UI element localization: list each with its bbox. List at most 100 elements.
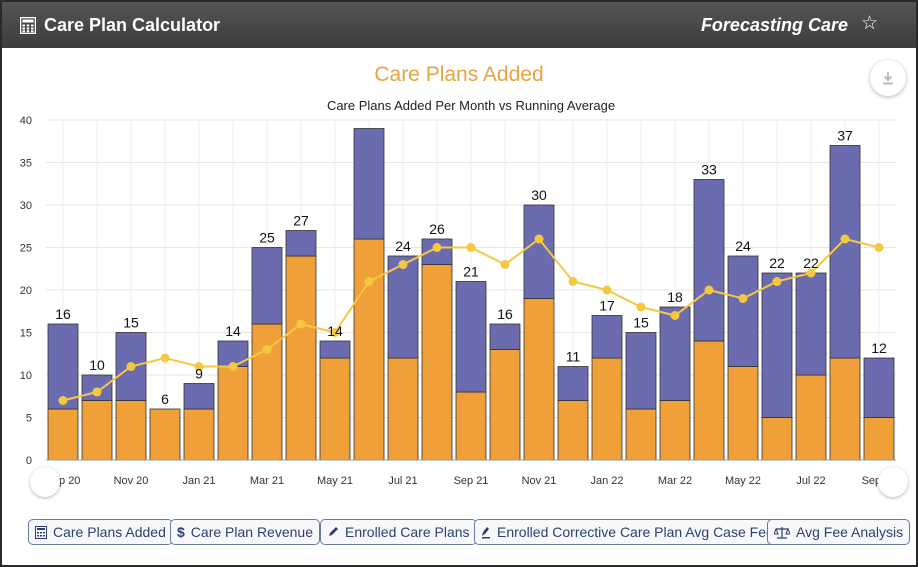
running-average-point	[160, 353, 170, 363]
bar-segment-lower	[183, 408, 215, 461]
download-icon	[883, 72, 893, 85]
calculator-icon	[35, 525, 47, 539]
bar-data-label: 37	[837, 128, 853, 144]
bar-segment-upper	[251, 247, 283, 325]
running-average-point	[194, 362, 204, 371]
y-tick-label: 40	[20, 115, 32, 127]
running-average-point	[602, 285, 612, 295]
x-tick-label: May 21	[317, 475, 353, 487]
running-average-point	[806, 268, 816, 278]
y-tick-label: 5	[26, 413, 32, 425]
running-average-point	[330, 328, 340, 337]
bar-data-label: 18	[667, 289, 683, 305]
bar-segment-lower	[217, 366, 249, 461]
bar-data-label: 30	[531, 187, 547, 203]
scroll-right-button[interactable]	[878, 467, 908, 497]
calculator-icon	[20, 17, 36, 34]
bar-data-label: 16	[55, 306, 71, 322]
download-button[interactable]	[870, 60, 906, 96]
bar-segment-lower	[727, 366, 759, 461]
x-tick-label: Nov 20	[114, 475, 149, 487]
bar-segment-lower	[795, 374, 827, 461]
bar-data-label: 14	[225, 323, 241, 339]
bar-segment-upper	[727, 255, 759, 367]
bar-data-label: 25	[259, 230, 275, 246]
bar-data-label: 22	[803, 255, 819, 271]
bar-segment-lower	[557, 400, 589, 461]
running-average-point	[364, 277, 374, 286]
bar-segment-lower	[285, 255, 317, 461]
x-tick-label: Mar 22	[658, 475, 692, 487]
bar-data-label: 33	[701, 162, 717, 178]
bar-segment-upper	[761, 272, 793, 418]
bar-segment-upper	[285, 230, 317, 257]
bar-segment-upper	[625, 332, 657, 410]
app-title: Care Plan Calculator	[44, 15, 221, 35]
running-average-point	[636, 302, 646, 312]
bar-data-label: 10	[89, 357, 105, 373]
tab-enrolled-care-plans[interactable]: Enrolled Care Plans	[320, 519, 477, 545]
x-tick-label: Jan 22	[590, 475, 623, 487]
bar-data-label: 24	[735, 238, 751, 254]
bar-segment-upper	[829, 145, 861, 359]
bar-data-label: 26	[429, 221, 445, 237]
bar-segment-lower	[591, 357, 623, 461]
bar-data-label: 9	[195, 366, 203, 382]
running-average-point	[534, 234, 544, 244]
y-tick-label: 10	[20, 370, 32, 382]
bar-data-label: 24	[395, 238, 411, 254]
tab-care-plans-added[interactable]: Care Plans Added	[28, 519, 173, 545]
bar-data-label: 27	[293, 213, 309, 229]
running-average-point	[840, 234, 850, 244]
bar-segment-lower	[761, 417, 793, 461]
bar-segment-lower	[251, 323, 283, 461]
bar-segment-upper	[489, 323, 521, 350]
tab-enrolled-corrective-care-plan-avg-case-fee[interactable]: Enrolled Corrective Care Plan Avg Case F…	[474, 519, 781, 545]
bar-segment-lower	[489, 349, 521, 461]
bar-segment-lower	[115, 400, 147, 461]
running-average-point	[228, 362, 238, 371]
bar-segment-lower	[149, 408, 181, 461]
title-bar: Care Plan Calculator Forecasting Care ☆	[2, 2, 916, 48]
bar-segment-lower	[625, 408, 657, 461]
running-average-point	[874, 243, 884, 252]
x-tick-label: Sep 21	[454, 475, 489, 487]
tab-care-plan-revenue[interactable]: $ Care Plan Revenue	[170, 519, 320, 545]
running-average-point	[704, 285, 714, 295]
bar-data-label: 14	[327, 323, 343, 339]
x-tick-label: Jul 21	[388, 475, 417, 487]
tab-label: Avg Fee Analysis	[796, 524, 904, 540]
running-average-point	[432, 243, 442, 252]
bar-segment-upper	[387, 255, 419, 359]
bar-data-label: 15	[123, 315, 139, 331]
x-tick-label: Mar 21	[250, 475, 284, 487]
bar-segment-lower	[81, 400, 113, 461]
bar-segment-lower	[693, 340, 725, 461]
bar-segment-lower	[319, 357, 351, 461]
care-plans-chart: 0 5 10 15 20 25 30 35 40 Care Plans Added Per Mon…	[20, 98, 897, 487]
tab-label: Enrolled Corrective Care Plan Avg Case F…	[497, 524, 774, 540]
bar-segment-upper	[863, 357, 895, 418]
running-average-point	[738, 294, 748, 303]
bar-data-label: 11	[566, 349, 581, 365]
tab-label: Care Plan Revenue	[190, 524, 313, 540]
bar-segment-lower	[353, 238, 385, 461]
bar-segment-upper	[693, 179, 725, 342]
x-tick-label: Jan 21	[182, 475, 215, 487]
running-average-point	[500, 260, 510, 269]
running-average-point	[670, 311, 680, 320]
pencil-icon	[327, 526, 339, 538]
bar-segment-upper	[47, 323, 79, 410]
bar-data-label: 22	[769, 255, 785, 271]
tab-label: Care Plans Added	[53, 524, 166, 540]
bar-segment-lower	[659, 400, 691, 461]
y-tick-label: 35	[20, 158, 32, 170]
x-tick-label: Jul 22	[796, 475, 825, 487]
tab-avg-fee-analysis[interactable]: Avg Fee Analysis	[767, 519, 911, 545]
x-tick-label: May 22	[725, 475, 761, 487]
scroll-left-button[interactable]	[30, 467, 60, 497]
running-average-point	[466, 243, 476, 252]
star-icon[interactable]: ☆	[860, 13, 878, 34]
running-average-point	[296, 319, 306, 329]
bar-segment-lower	[421, 264, 453, 461]
